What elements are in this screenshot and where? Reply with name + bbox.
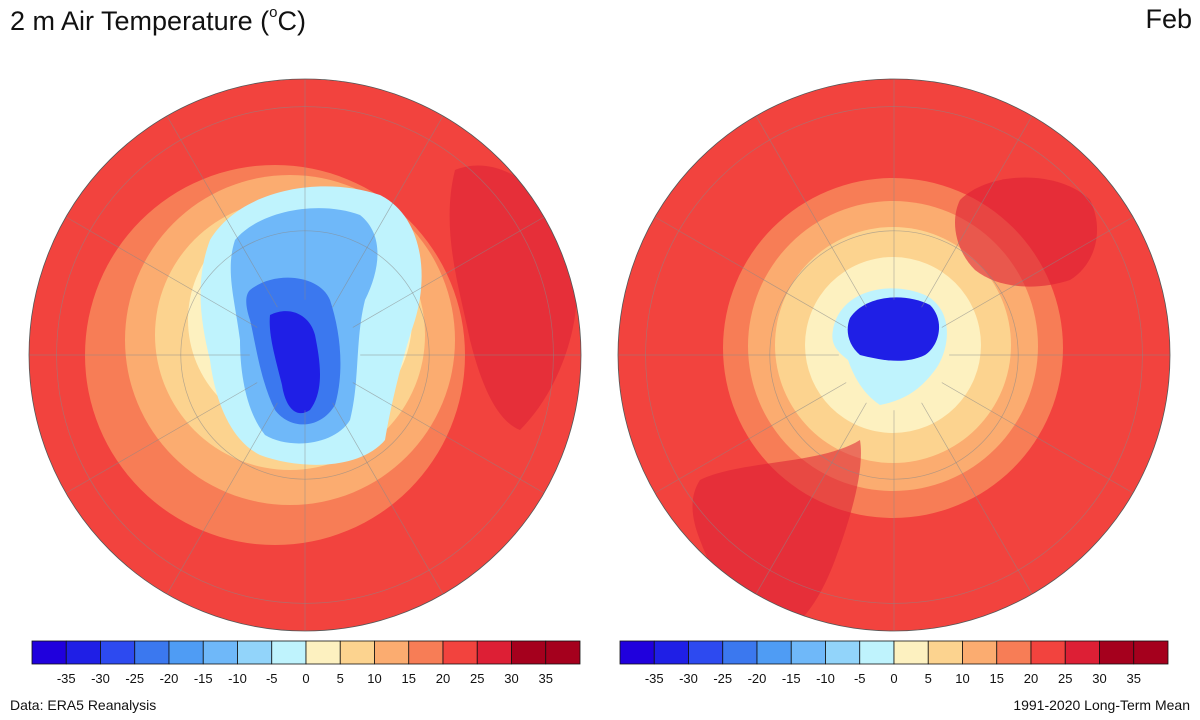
meridian-line xyxy=(352,216,545,328)
colorbar-cell xyxy=(374,640,410,665)
north-warm-land xyxy=(449,165,578,430)
colorbar-tick-label: -15 xyxy=(782,671,801,686)
meridian-line xyxy=(352,382,545,494)
colorbar-tick-label: 5 xyxy=(337,671,344,686)
south-graticule xyxy=(618,79,1170,631)
colorbar-cell xyxy=(927,640,963,665)
north-cold-region-deep xyxy=(269,311,320,414)
colorbar-tick-label: 20 xyxy=(436,671,450,686)
colorbar-south: -35 -30 -25 -20 -15 -10 -5 0 5 10 15 20 25 30 35 xyxy=(619,640,1169,686)
colorbar-cell xyxy=(442,640,478,665)
colorbar-cell xyxy=(722,640,758,665)
colorbar-cell xyxy=(545,640,581,665)
colorbar-tick-label: -5 xyxy=(266,671,278,686)
meridian-line xyxy=(166,402,278,595)
colorbar-tick-label: -10 xyxy=(228,671,247,686)
colorbar-cell xyxy=(476,640,512,665)
colorbar-cell xyxy=(619,640,655,665)
meridian-line xyxy=(65,382,258,494)
colorbar-tick-label: -10 xyxy=(816,671,835,686)
colorbar-cell xyxy=(305,640,341,665)
south-hemisphere-map xyxy=(617,78,1171,632)
colorbar-tick-label: -30 xyxy=(91,671,110,686)
meridian-line xyxy=(332,402,444,595)
period-label: 1991-2020 Long-Term Mean xyxy=(1013,697,1190,713)
colorbar-cell xyxy=(202,640,238,665)
colorbar-tick-label: -25 xyxy=(713,671,732,686)
antarctica-interior xyxy=(847,297,940,361)
colorbar-cell xyxy=(790,640,826,665)
chart-title: 2 m Air Temperature (oC) xyxy=(10,4,306,36)
colorbar-tick-label: -20 xyxy=(160,671,179,686)
meridian-line xyxy=(921,115,1033,308)
meridian-line xyxy=(332,115,444,308)
colorbar-tick-label: 0 xyxy=(302,671,309,686)
meridian-line xyxy=(941,382,1134,494)
north-hemisphere-map xyxy=(28,78,582,632)
colorbar-north: -35 -30 -25 -20 -15 -10 -5 0 5 10 15 20 25 30 35 xyxy=(31,640,581,686)
north-graticule xyxy=(29,79,581,631)
colorbar-cell xyxy=(168,640,204,665)
meridian-line xyxy=(921,402,1033,595)
meridian-line xyxy=(654,382,847,494)
colorbar-tick-label: 25 xyxy=(1058,671,1072,686)
colorbar-tick-label: 15 xyxy=(990,671,1004,686)
colorbar-tick-label: -5 xyxy=(854,671,866,686)
colorbar-tick-label: -30 xyxy=(679,671,698,686)
colorbar-cell xyxy=(65,640,101,665)
colorbar-cell xyxy=(1099,640,1135,665)
colorbar-tick-label: 10 xyxy=(955,671,969,686)
colorbar-cell xyxy=(962,640,998,665)
colorbar-tick-label: -35 xyxy=(645,671,664,686)
colorbar-tick-label: 35 xyxy=(539,671,553,686)
colorbar-tick-label: -25 xyxy=(125,671,144,686)
colorbar-tick-label: -15 xyxy=(194,671,213,686)
meridian-line xyxy=(654,216,847,328)
colorbar-tick-label: 15 xyxy=(402,671,416,686)
meridian-line xyxy=(65,216,258,328)
colorbar-tick-label: -35 xyxy=(57,671,76,686)
colorbar-cell xyxy=(653,640,689,665)
colorbar-cell xyxy=(31,640,67,665)
colorbar-tick-label: 35 xyxy=(1127,671,1141,686)
colorbar-cell xyxy=(825,640,861,665)
colorbar-cell xyxy=(1064,640,1100,665)
meridian-line xyxy=(941,216,1134,328)
colorbar-cell xyxy=(996,640,1032,665)
colorbar-tick-label: 10 xyxy=(367,671,381,686)
meridian-line xyxy=(755,115,867,308)
colorbar-cell xyxy=(893,640,929,665)
colorbar-cell xyxy=(1030,640,1066,665)
colorbar-cell xyxy=(339,640,375,665)
colorbar-tick-label: 25 xyxy=(470,671,484,686)
meridian-line xyxy=(166,115,278,308)
meridian-line xyxy=(755,402,867,595)
colorbar-tick-label: 5 xyxy=(925,671,932,686)
colorbar-cell xyxy=(756,640,792,665)
colorbar-cell xyxy=(237,640,273,665)
colorbar-tick-label: 0 xyxy=(890,671,897,686)
australia xyxy=(955,177,1098,287)
data-source: Data: ERA5 Reanalysis xyxy=(10,697,157,713)
colorbar-cell xyxy=(511,640,547,665)
month-label: Feb xyxy=(1145,4,1192,34)
colorbar-cell xyxy=(100,640,136,665)
colorbar-tick-label: -20 xyxy=(748,671,767,686)
colorbar-cell xyxy=(271,640,307,665)
colorbar-tick-label: 30 xyxy=(1092,671,1106,686)
colorbar-cell xyxy=(1133,640,1169,665)
colorbar-cell xyxy=(859,640,895,665)
colorbar-tick-label: 30 xyxy=(504,671,518,686)
colorbar-cell xyxy=(688,640,724,665)
colorbar-cell xyxy=(134,640,170,665)
colorbar-tick-label: 20 xyxy=(1024,671,1038,686)
colorbar-cell xyxy=(408,640,444,665)
